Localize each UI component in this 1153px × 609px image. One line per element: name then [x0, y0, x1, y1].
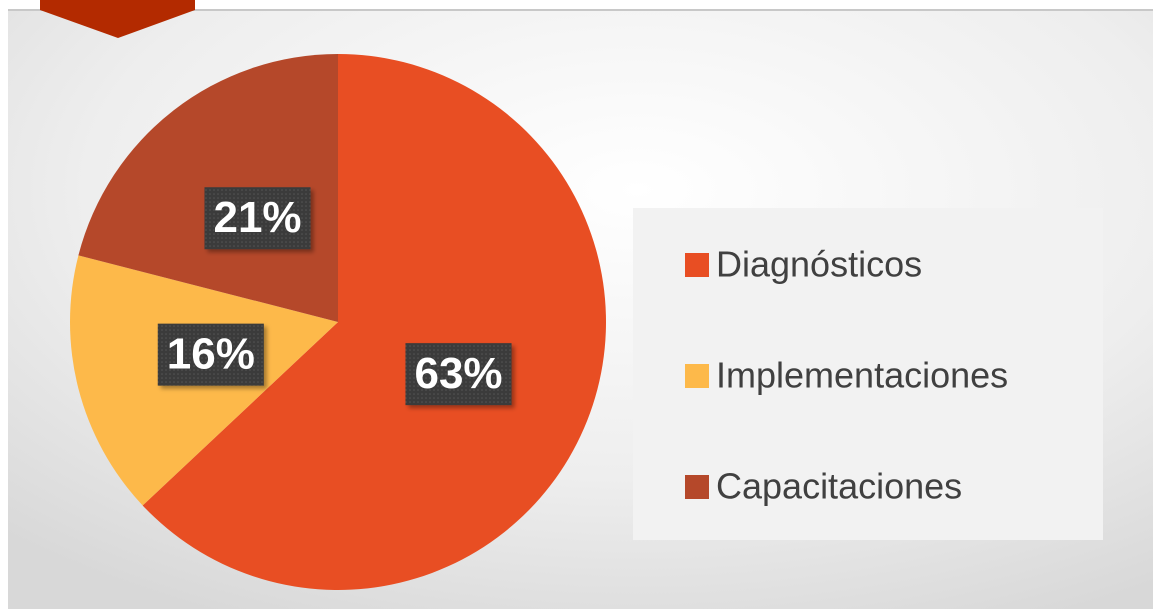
legend-box — [633, 208, 1103, 540]
data-label: 63% — [414, 349, 502, 398]
data-label: 16% — [167, 329, 255, 378]
data-label: 21% — [213, 193, 301, 242]
data-label-box — [157, 323, 264, 386]
legend-label: Diagnósticos — [716, 244, 922, 285]
data-label-box — [405, 343, 512, 406]
pie-slice — [142, 54, 606, 590]
legend-label: Capacitaciones — [716, 466, 962, 507]
legend-swatch — [685, 364, 709, 388]
legend-swatch — [685, 253, 709, 277]
legend-label: Implementaciones — [716, 355, 1008, 396]
data-label-box — [204, 187, 311, 250]
header-tab — [40, 0, 195, 38]
legend-swatch — [685, 475, 709, 499]
